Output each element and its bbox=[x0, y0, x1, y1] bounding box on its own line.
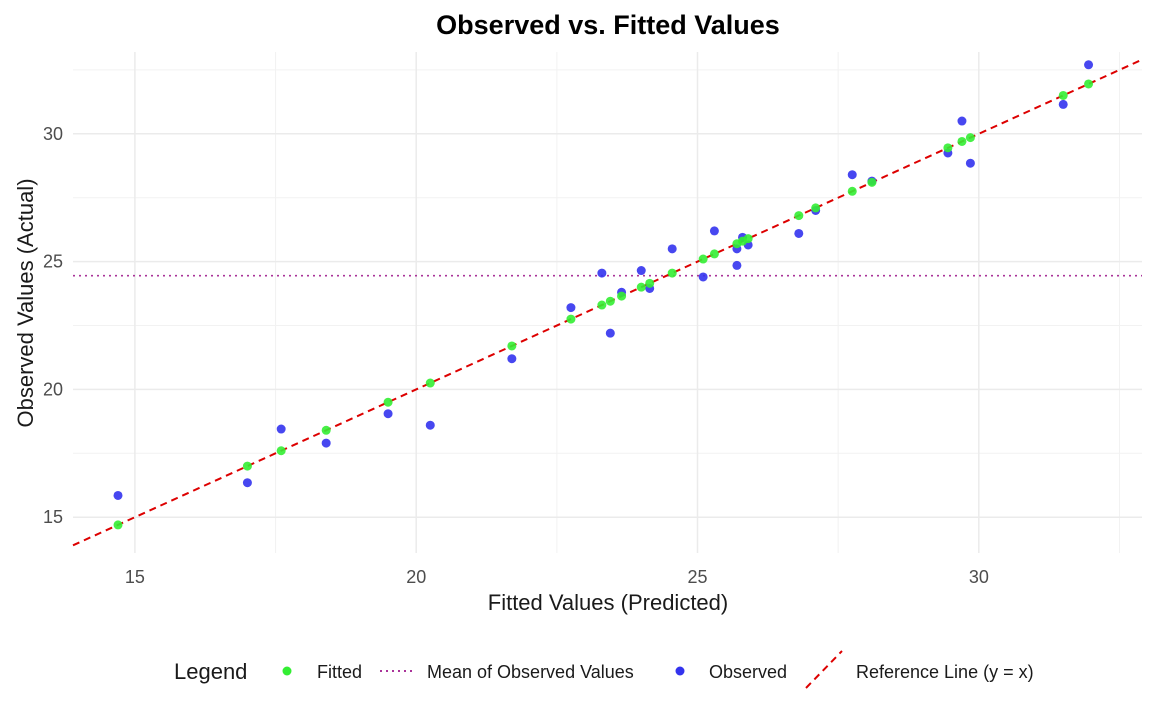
observed-point bbox=[698, 272, 708, 282]
observed-point bbox=[667, 244, 677, 254]
legend-mean-label: Mean of Observed Values bbox=[427, 662, 634, 682]
x-tick-label: 30 bbox=[969, 567, 989, 587]
legend-fitted-label: Fitted bbox=[317, 662, 362, 682]
fitted-point bbox=[597, 300, 607, 310]
x-axis-label: Fitted Values (Predicted) bbox=[488, 590, 728, 615]
fitted-point bbox=[794, 211, 804, 221]
observed-point bbox=[957, 116, 967, 126]
observed-points bbox=[113, 60, 1094, 500]
fitted-point bbox=[636, 282, 646, 292]
observed-point bbox=[113, 490, 123, 500]
legend-reference-label: Reference Line (y = x) bbox=[856, 662, 1034, 682]
fitted-point bbox=[811, 203, 821, 213]
observed-point bbox=[1058, 99, 1068, 109]
fitted-point bbox=[965, 133, 975, 143]
fitted-point bbox=[617, 291, 627, 301]
observed-point bbox=[965, 158, 975, 168]
fitted-point bbox=[276, 446, 286, 456]
x-tick-label: 25 bbox=[688, 567, 708, 587]
legend-fitted-key bbox=[282, 666, 292, 676]
legend-reference-key bbox=[805, 650, 843, 689]
fitted-point bbox=[605, 296, 615, 306]
fitted-point bbox=[113, 520, 123, 530]
y-tick-label: 15 bbox=[43, 507, 63, 527]
fitted-point bbox=[645, 278, 655, 288]
observed-point bbox=[383, 409, 393, 419]
x-tick-label: 20 bbox=[406, 567, 426, 587]
observed-point bbox=[321, 438, 331, 448]
fitted-point bbox=[667, 268, 677, 278]
fitted-point bbox=[1084, 79, 1094, 89]
fitted-point bbox=[943, 143, 953, 153]
fitted-point bbox=[957, 136, 967, 146]
legend-observed-label: Observed bbox=[709, 662, 787, 682]
observed-point bbox=[732, 260, 742, 270]
y-tick-label: 25 bbox=[43, 252, 63, 272]
y-axis-label: Observed Values (Actual) bbox=[13, 178, 38, 427]
legend: Legend Fitted Mean of Observed Values Ob… bbox=[174, 650, 1034, 689]
observed-point bbox=[636, 266, 646, 276]
observed-point bbox=[276, 424, 286, 434]
x-axis-ticks: 15 20 25 30 bbox=[125, 567, 989, 587]
fitted-point bbox=[698, 254, 708, 264]
minor-gridlines bbox=[73, 52, 1142, 553]
major-gridlines bbox=[73, 52, 1142, 553]
observed-point bbox=[566, 303, 576, 313]
y-tick-label: 20 bbox=[43, 379, 63, 399]
fitted-point bbox=[867, 177, 877, 187]
observed-point bbox=[507, 354, 517, 364]
observed-point bbox=[1084, 60, 1094, 70]
observed-point bbox=[605, 328, 615, 338]
observed-point bbox=[425, 420, 435, 430]
fitted-point bbox=[242, 461, 252, 471]
fitted-points bbox=[113, 79, 1094, 530]
observed-point bbox=[794, 228, 804, 238]
fitted-point bbox=[507, 341, 517, 351]
x-tick-label: 15 bbox=[125, 567, 145, 587]
fitted-point bbox=[847, 186, 857, 196]
observed-point bbox=[597, 268, 607, 278]
fitted-point bbox=[566, 314, 576, 324]
legend-title: Legend bbox=[174, 659, 247, 684]
observed-point bbox=[847, 170, 857, 180]
legend-observed-key bbox=[675, 666, 685, 676]
fitted-point bbox=[321, 425, 331, 435]
fitted-point bbox=[1058, 90, 1068, 100]
y-tick-label: 30 bbox=[43, 124, 63, 144]
observed-point bbox=[242, 478, 252, 488]
fitted-point bbox=[383, 397, 393, 407]
fitted-point bbox=[425, 378, 435, 388]
y-axis-ticks: 15 20 25 30 bbox=[43, 124, 63, 527]
chart-title: Observed vs. Fitted Values bbox=[436, 10, 780, 40]
fitted-point bbox=[709, 249, 719, 259]
fitted-point bbox=[743, 234, 753, 244]
observed-point bbox=[709, 226, 719, 236]
